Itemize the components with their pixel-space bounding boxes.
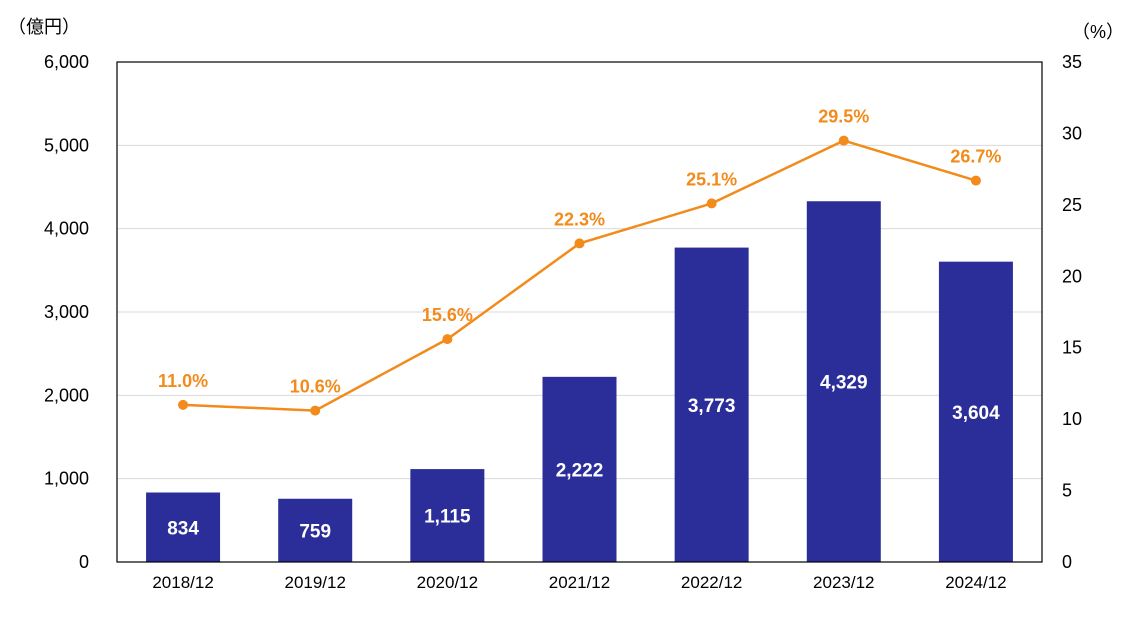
bar-value-label: 759	[299, 521, 331, 542]
bar-value-label: 834	[167, 518, 199, 539]
ratio-value-label: 25.1%	[686, 169, 737, 189]
left-axis-unit: （億円）	[8, 17, 80, 37]
ratio-value-label: 10.6%	[290, 377, 341, 397]
x-axis-tick-label: 2022/12	[681, 573, 742, 592]
right-axis-tick-label: 10	[1062, 409, 1082, 429]
ratio-point	[310, 405, 321, 416]
ratio-point	[970, 175, 981, 186]
ratio-value-label: 11.0%	[158, 371, 208, 391]
left-axis-tick-label: 2,000	[44, 385, 89, 405]
ratio-value-label: 29.5%	[818, 107, 869, 127]
ratio-line-layer: 11.0% 10.6% 15.6% 22.3% 25.1% 29.5% 26.7%	[158, 107, 1001, 416]
ratio-point	[838, 135, 849, 146]
ratio-point	[178, 399, 189, 410]
right-axis-unit: （%）	[1072, 22, 1124, 42]
left-axis-tick-label: 3,000	[44, 302, 89, 322]
left-axis-tick-label: 0	[79, 552, 89, 572]
bars: 834 759 1,115 2,222 3,773 4,329 3,604	[146, 201, 1013, 563]
right-axis-tick-label: 35	[1062, 52, 1082, 72]
right-axis-tick-label: 0	[1062, 552, 1072, 572]
ratio-value-label: 26.7%	[950, 147, 1001, 167]
x-axis-tick-label: 2023/12	[813, 573, 874, 592]
ratio-point	[574, 238, 585, 249]
right-axis-tick-label: 25	[1062, 195, 1082, 215]
bar	[806, 201, 881, 562]
x-axis-tick-label: 2020/12	[417, 573, 478, 592]
right-axis-tick-label: 5	[1062, 481, 1072, 501]
plot-frame	[116, 61, 1043, 563]
right-axis-tick-label: 15	[1062, 338, 1082, 358]
bar-value-label: 3,604	[952, 403, 1000, 424]
bar-value-label: 1,115	[424, 507, 471, 528]
x-axis-tick-label: 2024/12	[945, 573, 1006, 592]
axes: 01,0002,0003,0004,0005,0006,000051015202…	[44, 52, 1082, 592]
bar	[278, 498, 353, 562]
ratio-value-label: 15.6%	[422, 305, 473, 325]
right-axis-tick-label: 30	[1062, 123, 1082, 143]
x-axis-tick-label: 2021/12	[549, 573, 610, 592]
bar	[146, 492, 221, 562]
bar	[542, 376, 617, 562]
ratio-point	[442, 334, 453, 345]
bar-value-label: 4,329	[820, 373, 868, 394]
bar-value-label: 2,222	[556, 460, 604, 481]
x-axis-tick-label: 2019/12	[284, 573, 345, 592]
left-axis-tick-label: 6,000	[44, 52, 89, 72]
bar	[410, 469, 485, 562]
ratio-value-label: 22.3%	[554, 209, 605, 229]
right-axis-tick-label: 20	[1062, 266, 1082, 286]
left-axis-tick-label: 1,000	[44, 469, 89, 489]
bar	[674, 247, 749, 563]
bar	[938, 261, 1013, 562]
x-axis-tick-label: 2018/12	[152, 573, 213, 592]
ratio-point	[706, 198, 717, 209]
left-axis-tick-label: 4,000	[44, 219, 89, 239]
gridlines	[117, 144, 1042, 480]
bar-value-label: 3,773	[688, 396, 736, 417]
left-axis-tick-label: 5,000	[44, 135, 89, 155]
